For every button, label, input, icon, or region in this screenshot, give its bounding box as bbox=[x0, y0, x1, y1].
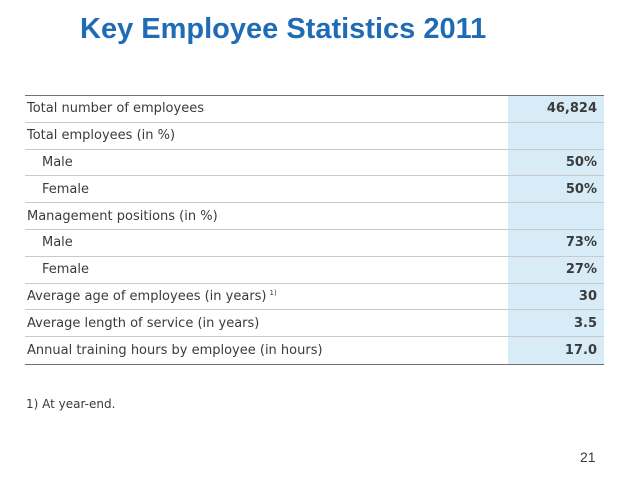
row-value: 46,824 bbox=[508, 96, 604, 122]
row-label: Management positions (in %) bbox=[27, 208, 218, 224]
row-value: 27% bbox=[508, 256, 604, 283]
row-value bbox=[508, 203, 604, 229]
table-row: Average length of service (in years) 3.5 bbox=[25, 310, 604, 338]
row-value: 50% bbox=[508, 149, 604, 176]
row-value: 50% bbox=[508, 176, 604, 203]
slide-title: Key Employee Statistics 2011 bbox=[80, 13, 487, 45]
table-row: Male 73% bbox=[25, 229, 604, 257]
row-label-with-note: Average age of employees (in years) 1) bbox=[25, 284, 508, 310]
employee-statistics-table: Total number of employees 46,824 Total e… bbox=[25, 95, 604, 365]
row-label: Male bbox=[42, 235, 73, 251]
table-row: Female 27% bbox=[25, 256, 604, 284]
row-label: Total employees (in %) bbox=[27, 128, 176, 144]
row-label: Annual training hours by employee (in ho… bbox=[27, 343, 323, 359]
table-row: Annual training hours by employee (in ho… bbox=[25, 337, 604, 364]
row-label: Average length of service (in years) bbox=[27, 315, 260, 331]
row-value: 73% bbox=[508, 229, 604, 256]
row-label: Total number of employees bbox=[27, 101, 204, 117]
row-value bbox=[508, 122, 604, 149]
row-value: 17.0 bbox=[508, 337, 604, 364]
table-row: Female 50% bbox=[25, 176, 604, 204]
row-label: Female bbox=[42, 181, 90, 197]
row-value: 3.5 bbox=[508, 310, 604, 337]
table-footnote: 1) At year-end. bbox=[26, 397, 116, 411]
row-label: Male bbox=[42, 154, 73, 170]
table-row: Total employees (in %) bbox=[25, 122, 604, 150]
footnote-marker: 1) bbox=[269, 289, 277, 298]
table-row: Management positions (in %) bbox=[25, 203, 604, 230]
row-label-text: Average age of employees (in years) bbox=[27, 288, 267, 304]
page-number: 21 bbox=[580, 449, 596, 465]
table-row: Average age of employees (in years) 1) 30 bbox=[25, 283, 604, 311]
table-row: Total number of employees 46,824 bbox=[25, 96, 604, 123]
table-row: Male 50% bbox=[25, 149, 604, 177]
row-value: 30 bbox=[508, 283, 604, 310]
row-label: Female bbox=[42, 262, 90, 278]
